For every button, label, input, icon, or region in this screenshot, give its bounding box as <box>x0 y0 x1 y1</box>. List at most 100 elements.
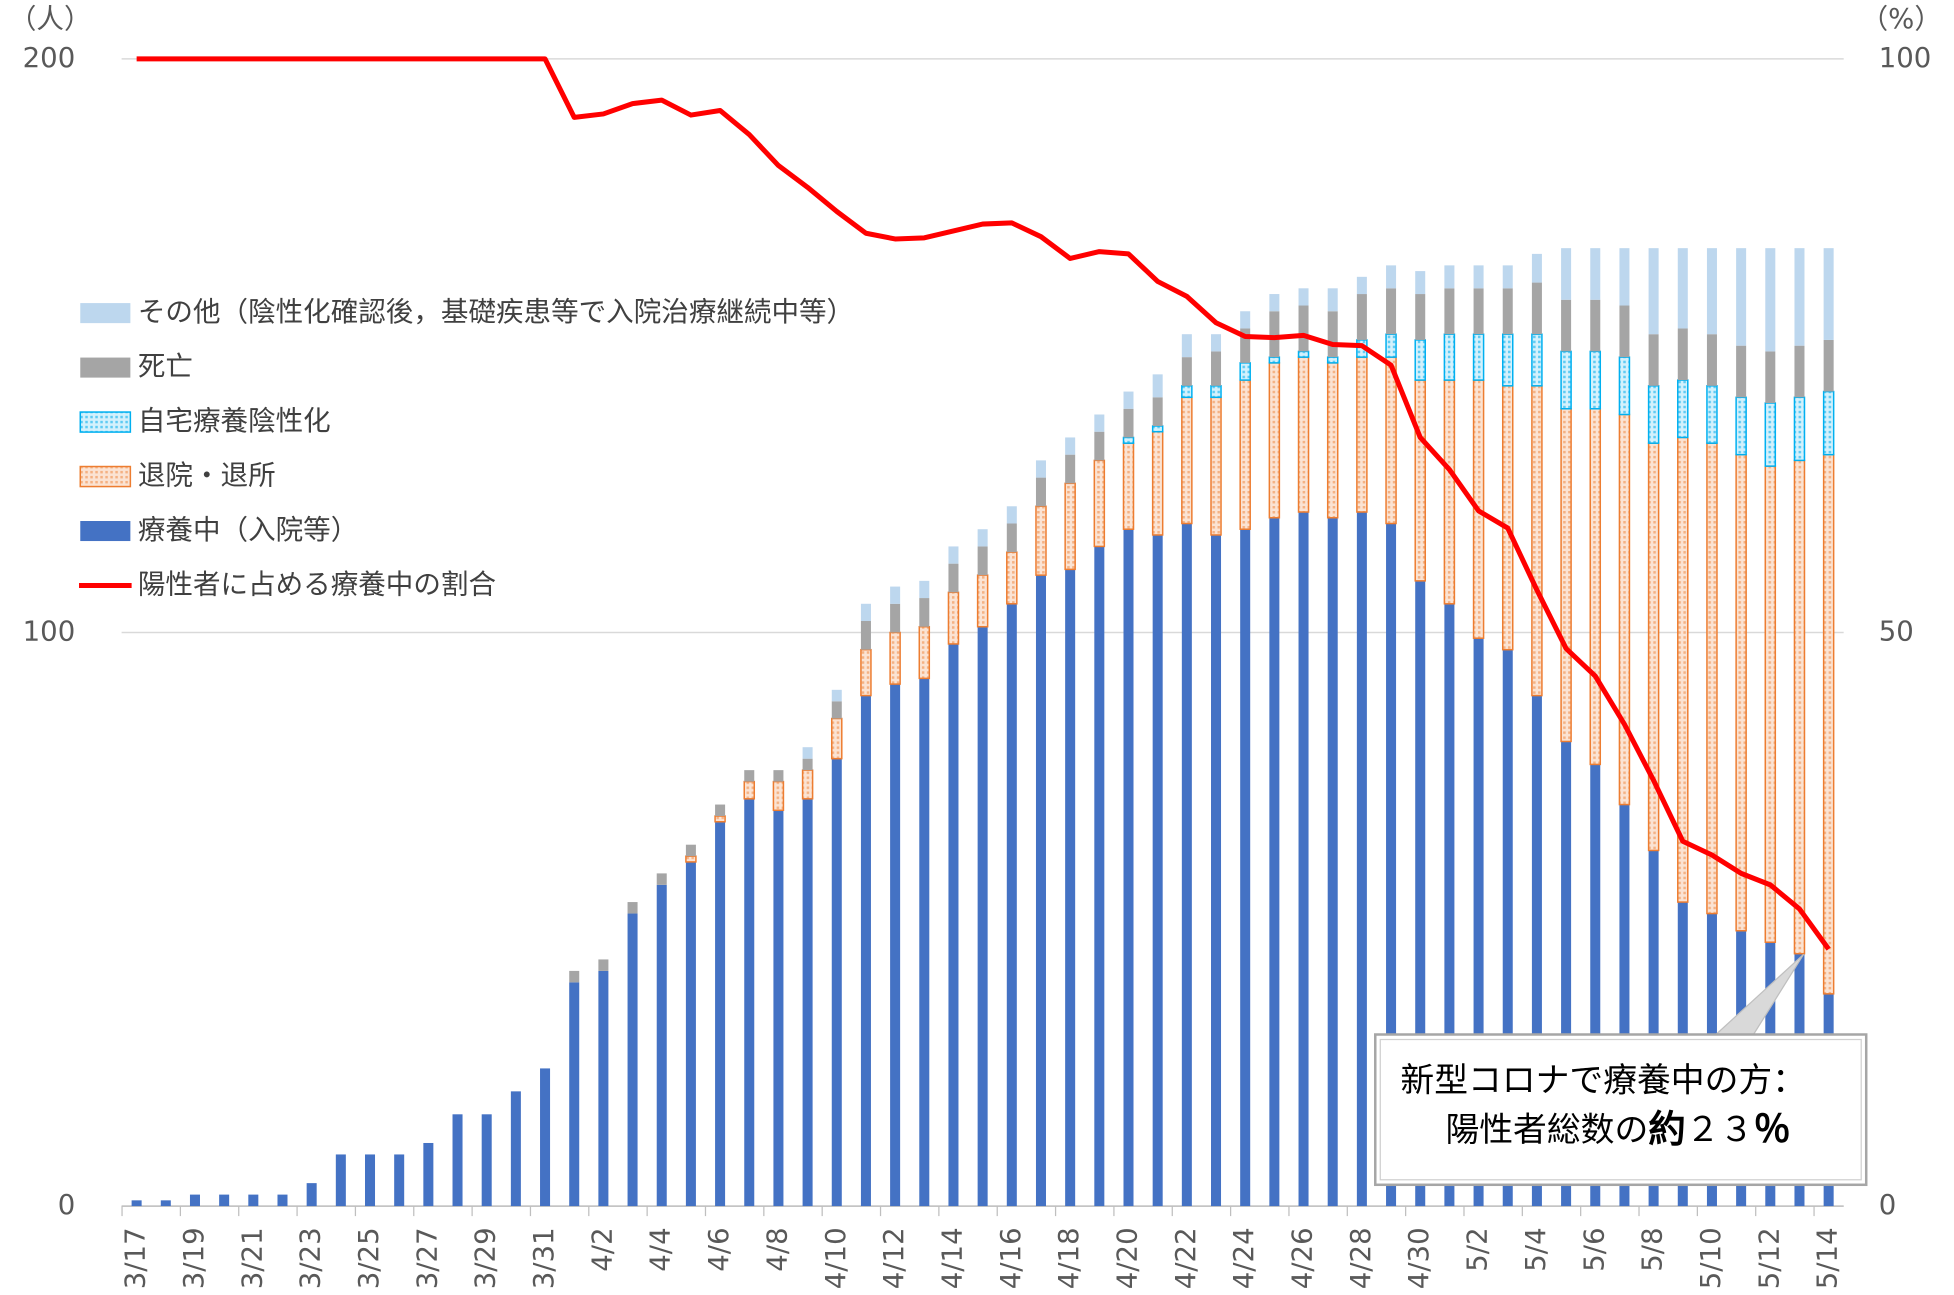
bar-segment <box>1823 248 1834 340</box>
bar-segment <box>743 780 756 800</box>
x-tick-label: 4/28 <box>1345 1227 1377 1289</box>
bar-segment <box>656 884 667 1207</box>
bar-segment <box>1501 385 1514 651</box>
bar-segment <box>1240 529 1251 1207</box>
bar-segment <box>1793 396 1806 462</box>
bar-segment <box>948 563 959 593</box>
bar-segment <box>1618 413 1631 806</box>
bar-segment <box>1793 459 1806 955</box>
annotation-emphasis: 約 <box>1648 1106 1686 1150</box>
x-tick-label: 5/10 <box>1695 1227 1727 1289</box>
bar-segment <box>1706 334 1717 386</box>
bar-segment <box>1561 299 1572 352</box>
bar-segment <box>1152 534 1163 1207</box>
bar-segment <box>1531 333 1543 387</box>
bar-segment <box>831 717 843 760</box>
bar-segment <box>831 758 842 1207</box>
bar-segment <box>1356 356 1368 513</box>
bar-segment <box>1531 385 1543 697</box>
bar-segment <box>1094 414 1105 432</box>
bar-segment <box>685 844 696 857</box>
bar-segment <box>1590 299 1601 352</box>
x-tick-label: 4/14 <box>936 1227 968 1289</box>
bar-segment <box>1006 523 1017 553</box>
lines <box>136 56 1831 951</box>
bar-segment <box>1561 248 1572 300</box>
bar-segment <box>773 770 784 782</box>
bar-segment <box>1764 465 1777 943</box>
bar-segment <box>656 873 667 885</box>
bar-segment <box>1094 431 1105 461</box>
bar-segment <box>802 758 813 771</box>
legend-label: 療養中（入院等） <box>138 514 358 546</box>
bar-segment <box>1123 529 1134 1207</box>
bar-segment <box>890 684 901 1207</box>
y-tick-label: 100 <box>23 615 76 647</box>
y-unit: （人） <box>9 3 92 35</box>
x-tick-label: 3/17 <box>120 1227 152 1289</box>
bar-segment <box>1123 408 1134 438</box>
bar-segment <box>1677 328 1688 381</box>
bar-segment <box>1619 804 1630 1207</box>
legend-swatch <box>79 411 132 433</box>
bar-segment <box>1151 425 1164 433</box>
bar-segment <box>919 580 930 599</box>
bar-segment <box>1035 505 1047 576</box>
bar-segment <box>1006 506 1017 524</box>
bar-segment <box>948 643 959 1207</box>
bar-segment <box>1444 265 1455 289</box>
x-tick-label: 4/22 <box>1170 1227 1202 1289</box>
bar-segment <box>1093 459 1106 548</box>
bar-segment <box>1414 339 1426 381</box>
bar-segment <box>890 586 901 604</box>
bar-segment <box>1736 248 1747 346</box>
bar-segment <box>1735 453 1747 932</box>
bar-segment <box>1211 351 1222 386</box>
bar-segment <box>1415 294 1426 340</box>
annotation-unit: ％ <box>1753 1106 1791 1150</box>
bar-segment <box>1239 379 1251 530</box>
x-tick-label: 4/4 <box>645 1227 677 1271</box>
bar-segment <box>890 603 901 633</box>
bar-segment <box>802 798 813 1207</box>
bar-segment <box>1298 512 1309 1207</box>
bar-segment <box>802 747 813 759</box>
x-tick-label: 4/20 <box>1111 1227 1143 1289</box>
bar-segment <box>918 625 931 680</box>
annotation-line1: 新型コロナで療養中の方： <box>1400 1061 1806 1100</box>
bar-segment <box>1006 603 1017 1207</box>
bar-segment <box>772 780 785 812</box>
legend-label: 陽性者に占める療養中の割合 <box>138 569 496 601</box>
y2-unit: （%） <box>1861 3 1942 35</box>
legend-swatch <box>80 357 131 378</box>
bar-segment <box>1298 305 1309 352</box>
bar-segment <box>715 804 726 817</box>
labels: 0 100 200 0 50 100 3/17 3/19 3/21 3/23 3/25 3/27 3/2… <box>23 42 1932 1289</box>
bar-segment <box>1152 374 1163 398</box>
ratio-line <box>136 56 1831 951</box>
bar-segment <box>1823 339 1834 392</box>
x-tick-label: 4/6 <box>703 1227 735 1271</box>
bar-segment <box>1472 333 1485 381</box>
bar-segment <box>1502 649 1513 1207</box>
bar-segment <box>1822 453 1835 995</box>
bar-segment <box>714 815 726 823</box>
x-tick-label: 5/4 <box>1520 1227 1552 1271</box>
bar-segment <box>1648 850 1659 1207</box>
bar-segment <box>1210 396 1222 536</box>
bar-segment <box>1444 288 1455 335</box>
bar-segment <box>1473 288 1484 335</box>
bar-segment <box>744 798 755 1207</box>
bar-segment <box>1443 333 1456 381</box>
bar-segment <box>1211 534 1222 1207</box>
x-tick-label: 4/2 <box>586 1227 618 1271</box>
bar-segment <box>1706 248 1717 335</box>
bar-segment <box>598 970 609 1207</box>
y-tick-label: 0 <box>58 1189 76 1221</box>
x-tick-label: 5/14 <box>1812 1227 1844 1289</box>
bar-segment <box>1765 351 1776 404</box>
bar-segment <box>1065 569 1076 1207</box>
bar-segment <box>1065 437 1076 455</box>
bar-segment <box>1297 350 1310 358</box>
